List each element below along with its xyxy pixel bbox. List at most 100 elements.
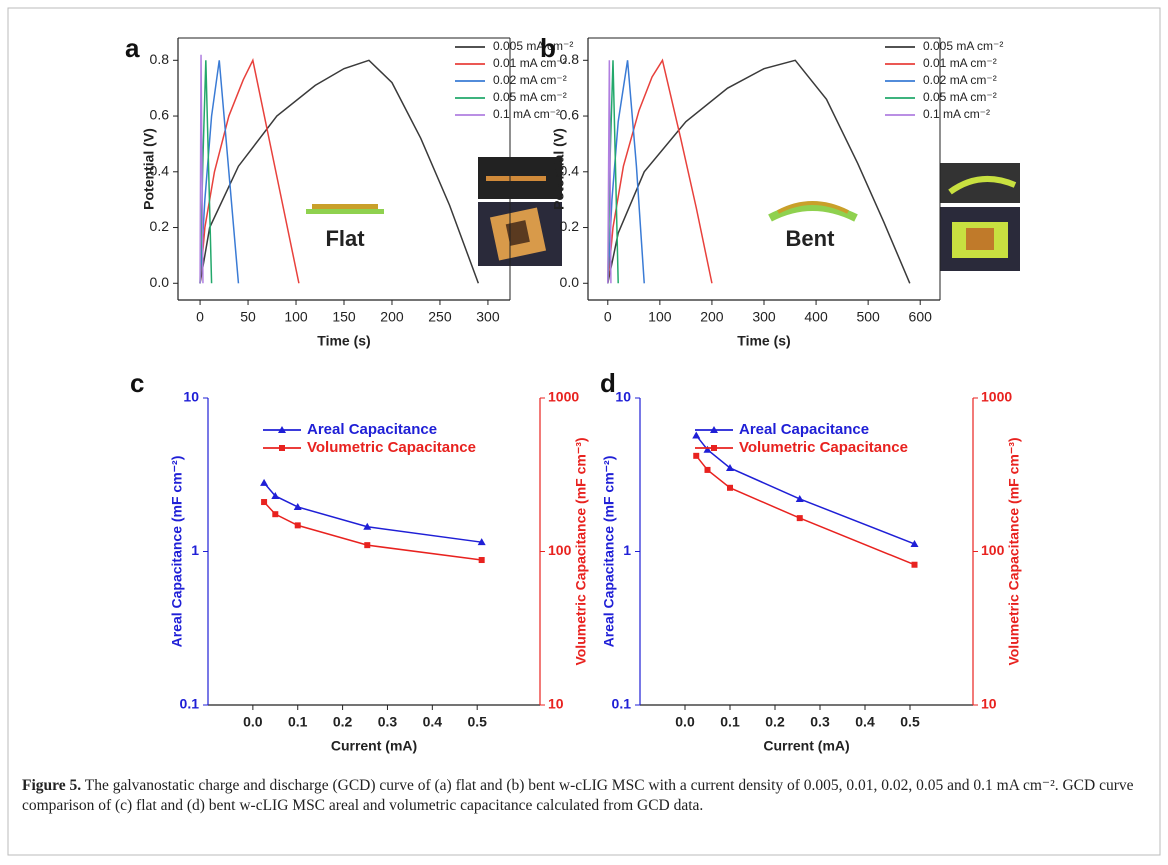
y-tick-label: 0.4: [560, 162, 580, 178]
panel-label: a: [125, 33, 140, 63]
y2-tick-label: 1000: [548, 389, 579, 405]
legend-marker: [711, 445, 717, 451]
marker: [692, 431, 701, 439]
x-tick-label: 0.5: [467, 714, 487, 730]
x-tick-label: 150: [332, 309, 356, 325]
marker: [261, 499, 268, 506]
legend-label: 0.02 mA cm⁻²: [923, 73, 997, 87]
x-tick-label: 0.0: [675, 714, 695, 730]
series-line: [199, 54, 204, 284]
series-line: [263, 501, 482, 561]
x-tick-label: 0.4: [855, 714, 875, 730]
y-tick-label: 0.0: [150, 274, 170, 290]
y-tick-label: 1: [191, 542, 199, 558]
marker: [260, 478, 269, 486]
series-line: [263, 482, 482, 543]
marker: [704, 466, 711, 473]
caption: Figure 5. The galvanostatic charge and d…: [22, 776, 1142, 816]
series-line: [607, 60, 645, 284]
y-tick-label: 0.4: [150, 162, 170, 178]
legend-label: 0.1 mA cm⁻²: [923, 107, 990, 121]
legend-label: 0.01 mA cm⁻²: [923, 56, 997, 70]
caption-label: Figure 5.: [22, 777, 82, 794]
y-tick-label: 0.6: [560, 107, 580, 123]
caption-text: The galvanostatic charge and discharge (…: [22, 777, 1134, 814]
y-tick-label: 0.2: [560, 218, 580, 234]
x-tick-label: 400: [804, 309, 828, 325]
y-tick-label: 0.2: [150, 218, 170, 234]
legend-label: 0.05 mA cm⁻²: [493, 90, 567, 104]
y2-tick-label: 10: [981, 696, 997, 712]
legend-label: 0.05 mA cm⁻²: [923, 90, 997, 104]
y-tick-label: 0.0: [560, 274, 580, 290]
panel-label: d: [600, 368, 616, 398]
x-tick-label: 100: [284, 309, 308, 325]
y2-tick-label: 100: [548, 542, 572, 558]
marker: [294, 522, 301, 529]
x-tick-label: 200: [700, 309, 724, 325]
x-axis-label: Current (mA): [331, 738, 417, 754]
annotation: Bent: [786, 226, 836, 251]
marker: [477, 538, 486, 546]
y-axis-label: Areal Capacitance (mF cm⁻²): [169, 456, 185, 648]
series-line: [695, 455, 915, 566]
x-tick-label: 100: [648, 309, 672, 325]
marker: [727, 484, 733, 491]
x-tick-label: 600: [909, 309, 933, 325]
y-tick-label: 10: [183, 389, 199, 405]
marker: [911, 561, 918, 568]
legend-label: Volumetric Capacitance: [307, 439, 476, 456]
y-axis-label: Areal Capacitance (mF cm⁻²): [601, 456, 617, 648]
x-tick-label: 200: [380, 309, 404, 325]
y2-axis-label: Volumetric Capacitance (mF cm⁻³): [1006, 437, 1022, 665]
series-line: [607, 58, 713, 284]
x-tick-label: 500: [856, 309, 880, 325]
legend-label: Areal Capacitance: [739, 421, 869, 438]
x-tick-label: 0.2: [765, 714, 785, 730]
x-tick-label: 0.0: [243, 714, 263, 730]
y2-tick-label: 1000: [981, 389, 1012, 405]
x-tick-label: 300: [476, 309, 500, 325]
y2-axis-label: Volumetric Capacitance (mF cm⁻³): [573, 437, 589, 665]
legend-label: 0.005 mA cm⁻²: [493, 39, 573, 53]
x-axis-label: Time (s): [317, 333, 370, 349]
x-tick-label: 0.1: [720, 714, 740, 730]
legend-marker: [278, 426, 286, 433]
marker: [271, 491, 280, 499]
marker: [272, 511, 279, 518]
marker: [796, 515, 803, 522]
legend-label: Areal Capacitance: [307, 421, 437, 438]
series-line: [199, 58, 300, 284]
legend-label: Volumetric Capacitance: [739, 439, 908, 456]
series-line: [199, 60, 213, 284]
panel-label: b: [540, 33, 556, 63]
y-tick-label: 0.8: [150, 51, 170, 67]
x-tick-label: 0.3: [810, 714, 830, 730]
y-tick-label: 1: [623, 542, 631, 558]
marker: [726, 463, 734, 471]
legend-marker: [710, 426, 718, 433]
x-tick-label: 0: [196, 309, 204, 325]
x-tick-label: 0.4: [423, 714, 443, 730]
series-line: [199, 59, 480, 284]
y-tick-label: 0.1: [612, 696, 632, 712]
annotation: Flat: [325, 226, 365, 251]
legend-label: 0.01 mA cm⁻²: [493, 56, 567, 70]
marker: [478, 557, 485, 564]
series-line: [607, 59, 911, 284]
x-tick-label: 0.2: [333, 714, 353, 730]
y-axis-label: Potential (V): [141, 128, 157, 210]
x-tick-label: 0.1: [288, 714, 308, 730]
x-tick-label: 250: [428, 309, 452, 325]
inset-b: [768, 163, 1020, 271]
x-axis-label: Time (s): [737, 333, 790, 349]
y2-tick-label: 100: [981, 542, 1005, 558]
y-tick-label: 0.8: [560, 51, 580, 67]
y-tick-label: 0.6: [150, 107, 170, 123]
y2-tick-label: 10: [548, 696, 564, 712]
x-tick-label: 0: [604, 309, 612, 325]
marker: [363, 522, 372, 530]
x-axis-label: Current (mA): [763, 738, 849, 754]
